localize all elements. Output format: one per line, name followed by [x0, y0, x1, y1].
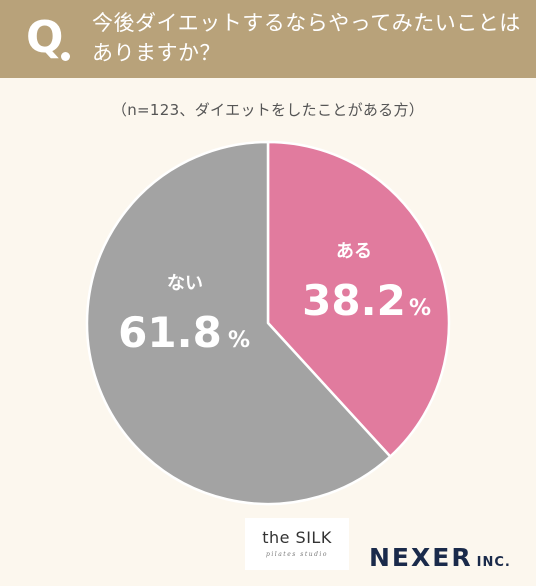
the-silk-logo-subtext: pilates studio [266, 551, 328, 558]
the-silk-logo-text: the SILK [262, 528, 332, 547]
nexer-logo: NEXER INC. [369, 543, 511, 572]
slice-percent-nai: % [228, 328, 250, 353]
question-mark-dot [61, 52, 70, 61]
question-mark-q: Q [26, 12, 64, 63]
slice-label-nai: ない [167, 273, 203, 294]
slice-value-aru: 38.2 [302, 276, 406, 325]
slice-value-nai: 61.8 [118, 308, 222, 357]
question-line-1: 今後ダイエットするならやってみたいことは [92, 11, 521, 35]
slice-label-aru: ある [336, 241, 372, 262]
slice-percent-aru: % [409, 296, 431, 321]
nexer-logo-inc: INC. [476, 555, 511, 570]
pie-slice-nai [85, 140, 392, 506]
pie-slice-aru [266, 140, 451, 458]
question-text: 今後ダイエットするならやってみたいことは ありますか？ [92, 8, 522, 68]
question-line-2: ありますか？ [92, 41, 221, 65]
question-header: Q 今後ダイエットするならやってみたいことは ありますか？ [0, 0, 536, 78]
sample-note: （n=123、ダイエットをしたことがある方） [111, 101, 425, 119]
the-silk-logo: the SILK pilates studio [245, 518, 349, 570]
nexer-logo-text: NEXER [369, 543, 473, 572]
